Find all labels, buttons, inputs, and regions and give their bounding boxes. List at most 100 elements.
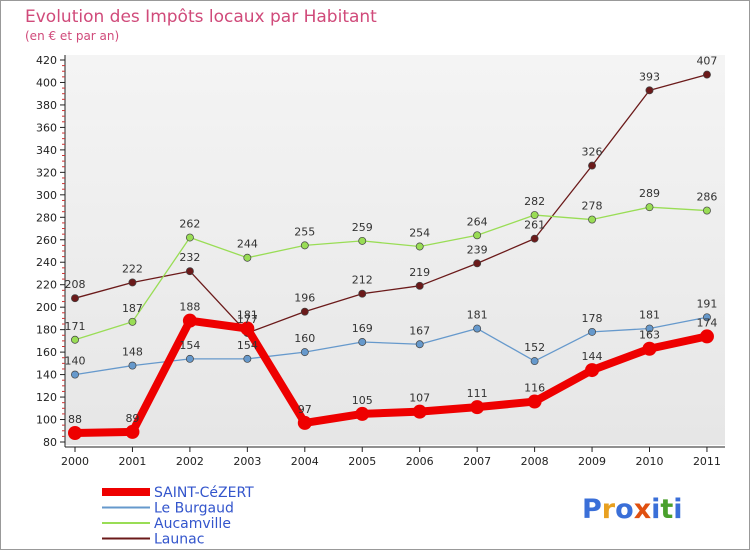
data-point-le-burgaud bbox=[530, 357, 539, 366]
data-label-le-burgaud: 181 bbox=[467, 309, 488, 322]
data-label-saint-c-zert: 188 bbox=[179, 301, 200, 314]
data-label-le-burgaud: 154 bbox=[237, 339, 258, 352]
x-tick-label: 2006 bbox=[406, 455, 434, 468]
data-point-saint-c-zert bbox=[527, 394, 542, 409]
x-tick-label: 2003 bbox=[233, 455, 261, 468]
data-label-launac: 196 bbox=[294, 292, 315, 305]
data-point-launac bbox=[473, 259, 482, 268]
data-label-aucamville: 171 bbox=[65, 320, 86, 333]
y-tick-label: 380 bbox=[36, 99, 57, 112]
data-point-launac bbox=[358, 289, 367, 298]
series-line-saint-c-zert bbox=[71, 316, 711, 438]
data-label-aucamville: 282 bbox=[524, 195, 545, 208]
y-tick-label: 400 bbox=[36, 76, 57, 89]
data-label-le-burgaud: 160 bbox=[294, 332, 315, 345]
data-point-launac bbox=[530, 234, 539, 243]
data-label-launac: 208 bbox=[65, 278, 86, 291]
y-tick-label: 160 bbox=[36, 346, 57, 359]
data-label-saint-c-zert: 107 bbox=[409, 392, 430, 405]
data-label-saint-c-zert: 163 bbox=[639, 329, 660, 342]
data-point-aucamville bbox=[243, 253, 252, 262]
data-point-saint-c-zert bbox=[412, 404, 427, 419]
data-point-le-burgaud bbox=[703, 313, 711, 322]
data-label-launac: 212 bbox=[352, 274, 373, 287]
data-point-le-burgaud bbox=[185, 354, 194, 363]
data-label-aucamville: 187 bbox=[122, 302, 143, 315]
data-point-launac bbox=[128, 278, 137, 287]
data-point-aucamville bbox=[703, 206, 711, 215]
data-label-launac: 232 bbox=[179, 251, 200, 264]
data-label-le-burgaud: 181 bbox=[639, 309, 660, 322]
data-point-launac bbox=[300, 307, 309, 316]
legend-label-launac: Launac bbox=[154, 532, 204, 548]
data-label-le-burgaud: 167 bbox=[409, 324, 430, 337]
data-label-launac: 261 bbox=[524, 219, 545, 232]
y-tick-label: 240 bbox=[36, 256, 57, 269]
data-label-aucamville: 264 bbox=[467, 215, 488, 228]
data-label-le-burgaud: 154 bbox=[179, 339, 200, 352]
data-label-saint-c-zert: 144 bbox=[582, 350, 603, 363]
x-tick-label: 2005 bbox=[348, 455, 376, 468]
data-label-saint-c-zert: 111 bbox=[467, 387, 488, 400]
data-point-saint-c-zert bbox=[355, 406, 370, 421]
data-point-saint-c-zert bbox=[240, 321, 255, 336]
data-label-aucamville: 244 bbox=[237, 238, 258, 251]
data-point-saint-c-zert bbox=[125, 424, 140, 439]
data-label-aucamville: 254 bbox=[409, 227, 430, 240]
data-label-launac: 219 bbox=[409, 266, 430, 279]
data-label-aucamville: 262 bbox=[179, 218, 200, 231]
x-tick-label: 2011 bbox=[693, 455, 721, 468]
data-point-launac bbox=[645, 86, 654, 95]
x-tick-label: 2002 bbox=[176, 455, 204, 468]
data-label-aucamville: 259 bbox=[352, 221, 373, 234]
data-point-saint-c-zert bbox=[642, 341, 657, 356]
data-label-le-burgaud: 191 bbox=[696, 297, 717, 310]
y-tick-label: 360 bbox=[36, 121, 57, 134]
data-point-saint-c-zert bbox=[68, 426, 82, 441]
data-label-aucamville: 278 bbox=[582, 200, 603, 213]
data-label-aucamville: 289 bbox=[639, 187, 660, 200]
plot-background bbox=[65, 55, 725, 445]
chart-title: Evolution des Impôts locaux par Habitant bbox=[25, 7, 377, 27]
data-point-saint-c-zert bbox=[699, 329, 714, 344]
data-label-launac: 326 bbox=[582, 146, 603, 159]
y-tick-label: 120 bbox=[36, 391, 57, 404]
axes: 80 100 120 140 160 180 200 220 240 260 280 300 320 34… bbox=[36, 54, 725, 468]
data-label-le-burgaud: 152 bbox=[524, 341, 545, 354]
y-tick-label: 420 bbox=[36, 54, 57, 67]
data-label-saint-c-zert: 88 bbox=[68, 413, 82, 426]
data-label-saint-c-zert: 105 bbox=[352, 394, 373, 407]
series-line-launac bbox=[74, 73, 708, 334]
data-point-saint-c-zert bbox=[470, 400, 485, 415]
data-label-saint-c-zert: 181 bbox=[237, 309, 258, 322]
data-point-saint-c-zert bbox=[297, 415, 312, 430]
data-label-launac: 393 bbox=[639, 70, 660, 83]
data-labels: 208 222 232 177 196 212 219 239 261 326 393 407 171 1… bbox=[65, 55, 718, 426]
data-point-le-burgaud bbox=[415, 340, 424, 349]
y-tick-label: 180 bbox=[36, 324, 57, 337]
data-point-launac bbox=[185, 267, 194, 276]
data-point-aucamville bbox=[300, 241, 309, 250]
y-tick-label: 340 bbox=[36, 144, 57, 157]
x-tick-label: 2004 bbox=[291, 455, 319, 468]
data-point-aucamville bbox=[185, 233, 194, 242]
data-label-le-burgaud: 148 bbox=[122, 346, 143, 359]
data-point-launac bbox=[703, 70, 711, 79]
data-label-saint-c-zert: 97 bbox=[298, 403, 312, 416]
data-label-le-burgaud: 178 bbox=[582, 312, 603, 325]
data-point-aucamville bbox=[530, 211, 539, 219]
x-tick-label: 2001 bbox=[118, 455, 146, 468]
series-line-aucamville bbox=[74, 206, 708, 341]
data-point-le-burgaud bbox=[358, 338, 367, 346]
data-point-le-burgaud bbox=[588, 327, 597, 336]
data-point-aucamville bbox=[473, 231, 482, 240]
data-point-launac bbox=[71, 294, 79, 303]
legend-label-aucamville: Aucamville bbox=[154, 516, 231, 532]
data-point-aucamville bbox=[71, 335, 79, 344]
y-tick-label: 100 bbox=[36, 414, 57, 427]
y-tick-label: 220 bbox=[36, 279, 57, 292]
data-label-launac: 407 bbox=[696, 55, 717, 68]
data-point-le-burgaud bbox=[243, 354, 252, 363]
